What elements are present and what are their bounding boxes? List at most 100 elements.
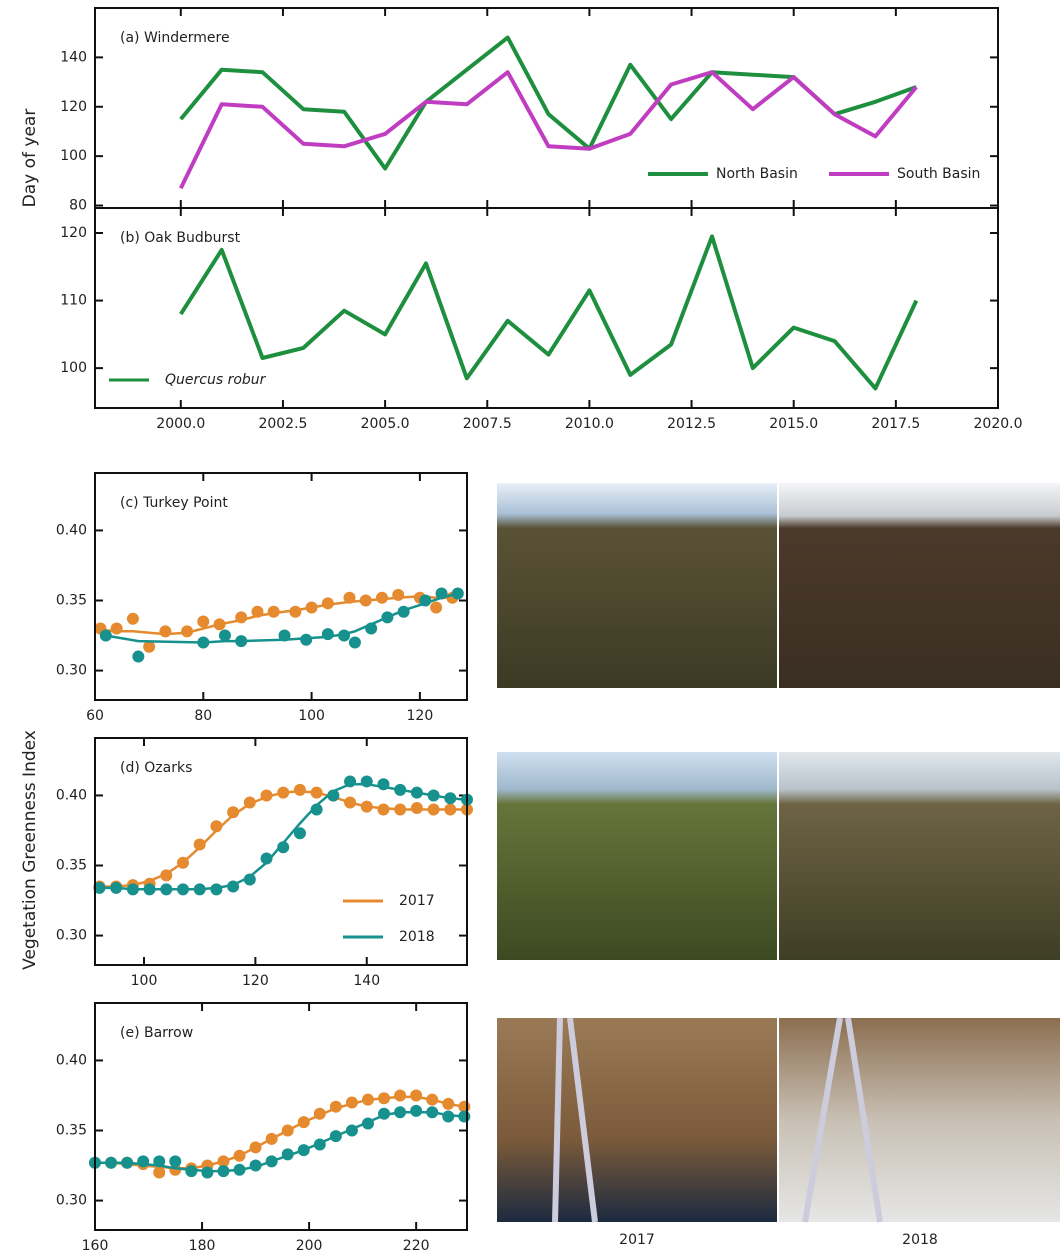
data-point: [410, 1104, 423, 1117]
data-point: [243, 873, 256, 886]
y-tick-label: 0.35: [56, 593, 87, 609]
data-point: [345, 1096, 358, 1109]
data-point: [375, 591, 388, 604]
plot-frame: [94, 207, 999, 409]
data-point: [410, 786, 423, 799]
data-point: [249, 1159, 262, 1172]
data-point: [360, 800, 373, 813]
camera-photo: [779, 1018, 1060, 1222]
x-tick-label: 200: [296, 1238, 323, 1252]
x-tick-label: 2015.0: [769, 416, 818, 432]
data-point: [392, 588, 405, 601]
y-axis-label: Day of year: [20, 109, 40, 208]
data-point: [235, 611, 248, 624]
data-point: [249, 1141, 262, 1154]
data-point: [442, 1097, 455, 1110]
panel-title: (b) Oak Budburst: [120, 230, 241, 246]
data-point: [233, 1149, 246, 1162]
x-tick-label: 100: [298, 708, 325, 724]
data-point: [344, 775, 357, 788]
walkway-rail: [802, 1017, 843, 1223]
data-point: [260, 852, 273, 865]
data-point: [394, 1106, 407, 1119]
camera-photo: [497, 752, 777, 960]
x-tick-label: 2005.0: [361, 416, 410, 432]
data-point: [260, 789, 273, 802]
y-tick-label: 140: [60, 49, 87, 65]
data-point: [310, 803, 323, 816]
x-tick-label: 2000.0: [156, 416, 205, 432]
data-point: [377, 778, 390, 791]
data-point: [427, 803, 440, 816]
camera-photo: [779, 483, 1060, 688]
data-point: [265, 1132, 278, 1145]
data-point: [160, 883, 173, 896]
y-tick-label: 0.35: [56, 858, 87, 874]
legend-label: 2018: [399, 929, 435, 945]
data-point: [201, 1166, 214, 1179]
data-point: [345, 1124, 358, 1137]
y-tick-label: 0.30: [56, 1193, 87, 1209]
data-point: [293, 783, 306, 796]
data-point: [126, 883, 139, 896]
data-line: [179, 35, 917, 171]
x-tick-label: 60: [86, 708, 104, 724]
data-point: [143, 883, 156, 896]
data-point: [427, 789, 440, 802]
fit-line: [105, 592, 459, 644]
data-point: [410, 1089, 423, 1102]
y-tick-label: 80: [69, 198, 87, 214]
data-point: [126, 612, 139, 625]
walkway-rail: [567, 1017, 598, 1223]
x-tick-label: 120: [242, 973, 269, 989]
x-tick-label: 2010.0: [565, 416, 614, 432]
data-point: [348, 636, 361, 649]
data-point: [265, 1155, 278, 1168]
data-point: [426, 1106, 439, 1119]
plot-frame: [94, 472, 468, 701]
data-point: [293, 827, 306, 840]
x-tick-label: 140: [353, 973, 380, 989]
photo-caption: 2017: [619, 1232, 655, 1248]
legend-label: 2017: [399, 893, 435, 909]
data-point: [143, 640, 156, 653]
data-point: [281, 1148, 294, 1161]
y-tick-label: 0.30: [56, 663, 87, 679]
data-point: [313, 1138, 326, 1151]
y-tick-label: 120: [60, 225, 87, 241]
plot-frame: [94, 1002, 468, 1231]
data-point: [227, 880, 240, 893]
data-point: [430, 601, 443, 614]
data-point: [176, 856, 189, 869]
data-point: [419, 594, 432, 607]
data-point: [235, 635, 248, 648]
data-point: [197, 636, 210, 649]
photo-caption: 2018: [902, 1232, 938, 1248]
x-tick-label: 120: [407, 708, 434, 724]
data-point: [159, 625, 172, 638]
data-point: [435, 587, 448, 600]
y-tick-label: 0.35: [56, 1123, 87, 1139]
y-tick-label: 0.30: [56, 928, 87, 944]
data-point: [451, 587, 464, 600]
data-point: [410, 802, 423, 815]
data-point: [394, 783, 407, 796]
data-point: [343, 591, 356, 604]
data-point: [297, 1116, 310, 1129]
data-point: [397, 605, 410, 618]
data-point: [377, 803, 390, 816]
data-point: [361, 1093, 374, 1106]
data-point: [277, 786, 290, 799]
x-tick-label: 80: [194, 708, 212, 724]
data-point: [99, 629, 112, 642]
y-axis-label: Vegetation Greenness Index: [20, 730, 40, 970]
fit-line: [99, 782, 468, 891]
data-point: [289, 605, 302, 618]
data-point: [281, 1124, 294, 1137]
legend-label: South Basin: [897, 166, 980, 182]
data-point: [193, 838, 206, 851]
camera-photo: [497, 1018, 777, 1222]
data-point: [217, 1165, 230, 1178]
data-point: [381, 611, 394, 624]
x-tick-label: 2007.5: [463, 416, 512, 432]
